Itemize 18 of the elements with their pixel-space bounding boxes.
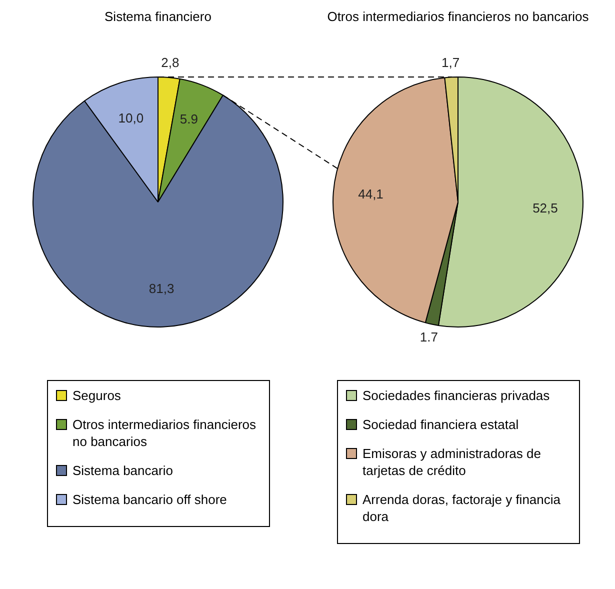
legend-label: Sociedad financiera estatal [362, 416, 519, 433]
data-label: 1.7 [420, 330, 438, 345]
legend-label: Arrenda doras, factoraje y financia dora [362, 491, 562, 525]
data-label: 10,0 [118, 110, 144, 126]
data-label: 5.9 [180, 112, 198, 127]
data-label: 1,7 [442, 54, 460, 70]
legend-label: Sistema bancario [72, 462, 173, 479]
data-label: 44,1 [358, 186, 384, 202]
chart-title: Sistema financiero [104, 8, 212, 26]
legend-label: Sistema bancario off shore [72, 491, 227, 508]
data-label: 81,3 [148, 281, 174, 296]
legend-label: Emisoras y administradoras de tarjetas de crédito [362, 445, 542, 479]
legend-label: Sociedades financieras privadas [362, 387, 550, 404]
chart-title: Otros intermediarios financieros no bancarios [326, 8, 590, 26]
legend-label: Otros intermediarios financieros no bancarios [72, 416, 258, 450]
data-label: 52,5 [532, 200, 558, 216]
legend-label: Seguros [72, 387, 121, 404]
data-label: 2,8 [161, 55, 180, 70]
